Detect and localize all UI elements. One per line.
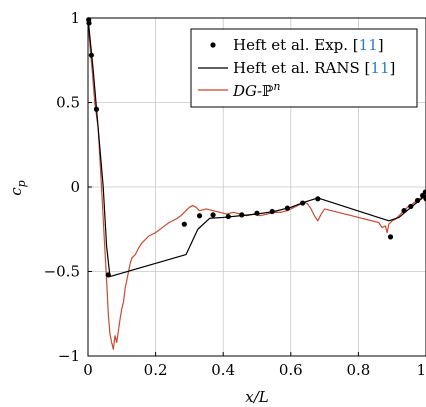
x-axis-label: x/L bbox=[245, 388, 269, 406]
x-tick-label-3: 0.6 bbox=[279, 361, 303, 379]
series-layer bbox=[86, 17, 426, 350]
exp-point-5 bbox=[181, 221, 187, 227]
x-tick-label-2: 0.4 bbox=[211, 361, 235, 379]
exp-point-3 bbox=[93, 106, 100, 112]
legend-marker-exp bbox=[210, 42, 216, 48]
exp-point-17 bbox=[408, 203, 414, 210]
exp-point-6 bbox=[196, 213, 203, 219]
legend-label-dg: DG-ℙn bbox=[232, 80, 280, 100]
exp-point-10 bbox=[254, 210, 260, 216]
exp-point-15 bbox=[387, 234, 394, 240]
exp-point-7 bbox=[210, 212, 216, 218]
exp-point-4 bbox=[105, 272, 111, 278]
legend: Heft et al. Exp. [11] Heft et al. RANS [… bbox=[190, 28, 418, 108]
y-tick-label-1: 0.5 bbox=[56, 94, 80, 112]
x-tick-label-4: 0.8 bbox=[346, 361, 370, 379]
exp-point-18 bbox=[414, 197, 421, 204]
exp-point-11 bbox=[269, 208, 275, 215]
y-axis-label: cp bbox=[7, 180, 28, 195]
exp-point-14 bbox=[315, 196, 321, 202]
exp-point-9 bbox=[239, 212, 245, 218]
exp-point-12 bbox=[284, 205, 291, 211]
exp-point-20 bbox=[422, 189, 426, 195]
exp-point-2 bbox=[88, 52, 94, 58]
exp-point-16 bbox=[401, 208, 407, 214]
x-tick-label-0: 0 bbox=[83, 361, 93, 379]
exp-point-13 bbox=[300, 200, 306, 206]
legend-label-rans: Heft et al. RANS [11] bbox=[233, 59, 395, 77]
y-tick-label-2: 0 bbox=[70, 178, 80, 196]
x-tick-label-5: 1 bbox=[416, 361, 426, 379]
y-tick-label-4: −1 bbox=[58, 347, 80, 365]
ticks: 0 0.2 0.4 0.6 0.8 1 1 0.5 0 −0.5 −1 bbox=[44, 9, 426, 379]
series-line-2 bbox=[87, 19, 426, 350]
exp-point-8 bbox=[225, 213, 231, 220]
y-tick-label-0: 1 bbox=[70, 9, 80, 27]
exp-point-21 bbox=[423, 196, 426, 202]
exp-point-1 bbox=[86, 20, 92, 26]
y-tick-label-3: −0.5 bbox=[44, 263, 80, 281]
legend-label-exp: Heft et al. Exp. [11] bbox=[233, 36, 384, 54]
legend-box bbox=[190, 28, 418, 108]
series-line-1 bbox=[87, 17, 426, 278]
x-tick-label-1: 0.2 bbox=[144, 361, 168, 379]
